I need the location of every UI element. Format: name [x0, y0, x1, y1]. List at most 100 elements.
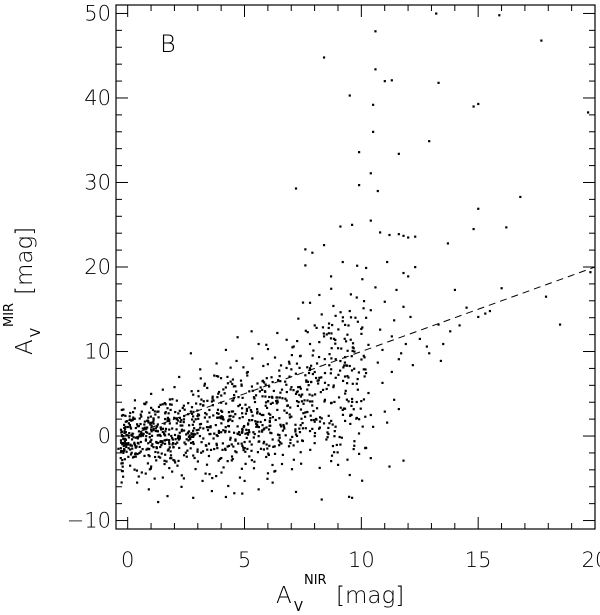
data-point	[360, 327, 363, 331]
data-point	[372, 130, 375, 133]
data-point	[341, 379, 345, 383]
data-point	[254, 420, 257, 423]
data-point	[129, 444, 132, 447]
data-point	[161, 427, 165, 430]
data-point	[360, 400, 363, 403]
data-point	[334, 425, 337, 428]
data-point	[196, 450, 199, 453]
data-point	[121, 462, 124, 465]
data-point	[295, 399, 299, 403]
data-point	[195, 402, 198, 405]
data-point	[204, 472, 207, 475]
data-point	[289, 438, 292, 441]
data-point	[322, 56, 326, 59]
data-point	[164, 411, 167, 414]
data-point	[374, 68, 377, 71]
data-point	[134, 455, 137, 458]
data-point	[304, 264, 307, 267]
data-point	[278, 441, 282, 444]
data-point	[323, 381, 327, 384]
data-point	[244, 403, 247, 406]
data-point	[265, 443, 268, 446]
data-point	[278, 433, 281, 437]
data-point	[262, 448, 266, 451]
data-point	[190, 390, 193, 393]
data-point	[134, 436, 137, 439]
data-point	[124, 431, 127, 434]
data-point	[359, 407, 362, 410]
data-point	[278, 396, 281, 399]
data-point	[278, 417, 281, 420]
data-point	[178, 409, 181, 412]
data-point	[208, 433, 211, 436]
data-point	[143, 423, 146, 426]
data-point	[159, 428, 163, 431]
data-point	[180, 428, 184, 431]
data-point	[361, 425, 364, 428]
data-point	[304, 374, 307, 377]
data-point	[176, 419, 180, 422]
data-point	[206, 429, 210, 432]
data-point	[327, 426, 330, 430]
data-point	[320, 376, 323, 379]
data-point	[500, 287, 503, 290]
data-point	[203, 384, 206, 387]
data-point	[226, 382, 230, 385]
data-point	[182, 429, 186, 432]
data-point	[278, 375, 281, 378]
data-point	[210, 489, 213, 493]
data-point	[262, 442, 265, 445]
data-point	[288, 362, 291, 365]
data-point	[279, 391, 282, 394]
data-point	[237, 395, 240, 399]
data-point	[295, 434, 299, 438]
data-point	[191, 423, 194, 426]
data-point	[232, 431, 236, 434]
data-point	[146, 462, 150, 465]
data-point	[178, 437, 181, 440]
data-point	[119, 447, 122, 450]
data-point	[136, 452, 139, 456]
data-point	[137, 430, 141, 433]
data-point	[176, 464, 179, 467]
data-point	[135, 445, 138, 448]
data-point	[205, 444, 208, 447]
data-point	[122, 423, 126, 427]
data-point	[254, 422, 258, 425]
data-point	[353, 444, 356, 447]
data-point	[328, 353, 331, 356]
data-point	[122, 437, 125, 441]
data-point	[357, 371, 361, 374]
data-point	[163, 459, 166, 462]
data-point	[322, 335, 326, 338]
data-point	[298, 427, 301, 430]
data-point	[285, 383, 288, 386]
data-point	[136, 423, 139, 426]
data-point	[210, 400, 213, 403]
data-point	[312, 349, 315, 352]
data-point	[183, 408, 186, 411]
data-point	[125, 445, 128, 449]
data-point	[230, 443, 233, 446]
data-point	[152, 419, 155, 422]
data-point	[219, 416, 222, 419]
data-point	[329, 275, 333, 278]
data-point	[262, 413, 265, 417]
data-point	[139, 422, 142, 426]
data-point	[129, 426, 132, 429]
data-point	[171, 470, 174, 473]
data-point	[234, 385, 237, 388]
data-point	[229, 438, 232, 441]
data-point	[325, 333, 328, 336]
data-point	[180, 418, 183, 422]
data-point	[266, 400, 270, 403]
data-point	[183, 441, 186, 444]
data-point	[127, 447, 130, 450]
data-point	[220, 422, 223, 425]
data-point	[144, 430, 148, 433]
data-point	[148, 411, 151, 414]
data-point	[199, 403, 202, 406]
data-point	[411, 364, 414, 367]
data-point	[256, 382, 259, 385]
